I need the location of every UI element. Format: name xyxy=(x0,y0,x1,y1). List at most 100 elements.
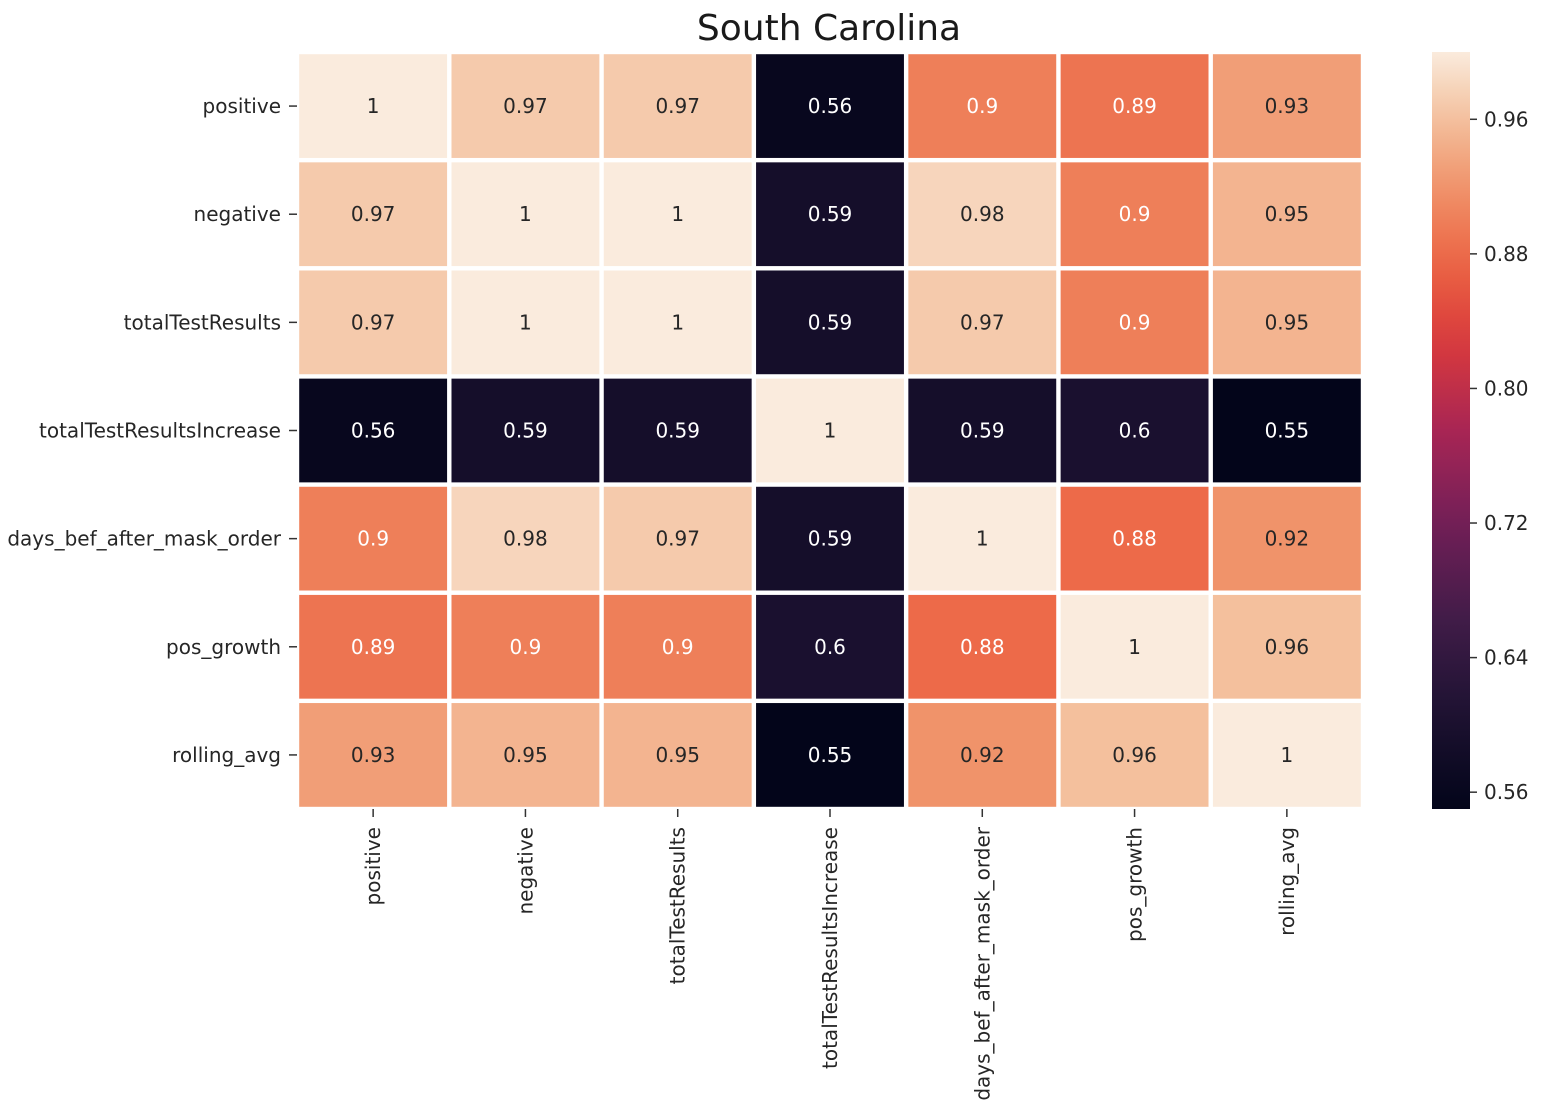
cell-value-label: 1 xyxy=(519,202,532,226)
cell-value-label: 1 xyxy=(1280,743,1293,767)
colorbar-tick-label: 0.72 xyxy=(1484,511,1529,535)
heatmap-cell xyxy=(603,594,752,699)
cell-value-label: 0.97 xyxy=(960,310,1005,334)
heatmap-cell xyxy=(1212,703,1361,807)
heatmap-cell xyxy=(1060,54,1209,158)
heatmap-cell xyxy=(299,486,448,591)
cell-value-label: 0.89 xyxy=(351,635,396,659)
heatmap-cell xyxy=(908,486,1057,591)
heatmap-cell xyxy=(1060,594,1209,699)
y-tick-label: positive xyxy=(203,94,281,118)
cell-value-label: 0.88 xyxy=(960,635,1005,659)
heatmap-cell xyxy=(756,486,904,591)
heatmap-cell xyxy=(1060,162,1209,267)
heatmap-cell xyxy=(603,378,752,483)
heatmap-cell xyxy=(1212,378,1361,483)
x-axis: positive negative totalTestResults totalTes… xyxy=(361,809,1299,1101)
cell-value-label: 0.93 xyxy=(1265,94,1310,118)
colorbar-tick-label: 0.56 xyxy=(1484,780,1529,804)
y-axis: positive negative totalTestResults totalTes… xyxy=(7,94,297,767)
heatmap-cell xyxy=(603,54,752,158)
cell-value-label: 0.97 xyxy=(351,310,396,334)
heatmap-cell xyxy=(908,594,1057,699)
heatmap-cell xyxy=(603,270,752,375)
heatmap-cell xyxy=(1212,486,1361,591)
cell-value-label: 0.96 xyxy=(1265,635,1310,659)
cell-value-label: 1 xyxy=(519,310,532,334)
cell-value-label: 0.97 xyxy=(655,527,700,551)
cell-value-label: 0.55 xyxy=(808,743,853,767)
heatmap-cell xyxy=(756,162,904,267)
cell-value-label: 1 xyxy=(367,94,380,118)
heatmap-cell xyxy=(299,270,448,375)
heatmap-cell xyxy=(603,162,752,267)
cell-value-label: 0.88 xyxy=(1112,527,1157,551)
heatmap-cell xyxy=(299,378,448,483)
heatmap-cell xyxy=(1212,270,1361,375)
heatmap-cell xyxy=(451,54,600,158)
cell-value-label: 0.92 xyxy=(960,743,1005,767)
cell-value-label: 0.59 xyxy=(503,419,548,443)
x-tick-label: pos_growth xyxy=(1123,827,1147,942)
heatmap-cell xyxy=(451,270,600,375)
heatmap-cell xyxy=(451,703,600,807)
chart-title: South Carolina xyxy=(697,8,961,49)
cell-value-label: 0.59 xyxy=(808,527,853,551)
cell-value-label: 0.59 xyxy=(808,202,853,226)
cell-value-label: 1 xyxy=(1128,635,1141,659)
colorbar-tick-label: 0.80 xyxy=(1484,376,1529,400)
cell-value-label: 0.93 xyxy=(351,743,396,767)
colorbar: 0.56 0.64 0.72 0.80 0.88 0.96 xyxy=(1432,52,1529,809)
cell-value-label: 0.97 xyxy=(655,94,700,118)
cell-value-label: 0.9 xyxy=(1119,310,1151,334)
heatmap-cell xyxy=(1212,594,1361,699)
heatmap-cell xyxy=(908,270,1057,375)
cell-value-label: 0.9 xyxy=(966,94,998,118)
cell-value-label: 0.59 xyxy=(960,419,1005,443)
y-tick-label: negative xyxy=(194,202,281,226)
heatmap-cell xyxy=(756,703,904,807)
cell-value-label: 0.9 xyxy=(1119,202,1151,226)
heatmap-cell xyxy=(1060,703,1209,807)
heatmap-cell xyxy=(1060,378,1209,483)
heatmap-cell xyxy=(756,378,904,483)
colorbar-tick-label: 0.64 xyxy=(1484,646,1529,670)
heatmap-cell xyxy=(908,378,1057,483)
heatmap-cell xyxy=(908,703,1057,807)
cell-value-label: 0.56 xyxy=(351,419,396,443)
cell-value-label: 0.95 xyxy=(655,743,700,767)
heatmap-cell xyxy=(299,703,448,807)
cell-value-label: 0.9 xyxy=(510,635,542,659)
cell-value-label: 0.97 xyxy=(351,202,396,226)
y-tick-label: pos_growth xyxy=(166,635,281,659)
cell-value-label: 0.55 xyxy=(1265,419,1310,443)
y-tick-label: days_bef_after_mask_order xyxy=(7,527,281,551)
cell-value-label: 0.95 xyxy=(1265,202,1310,226)
cell-value-label: 0.59 xyxy=(655,419,700,443)
heatmap-cell xyxy=(603,703,752,807)
cell-value-label: 0.6 xyxy=(814,635,846,659)
cell-value-label: 0.6 xyxy=(1119,419,1151,443)
cell-value-label: 0.95 xyxy=(1265,310,1310,334)
cell-value-label: 0.98 xyxy=(503,527,548,551)
x-tick-label: days_bef_after_mask_order xyxy=(970,826,994,1100)
y-tick-label: totalTestResults xyxy=(124,310,281,334)
x-tick-label: negative xyxy=(513,827,537,914)
heatmap-cell xyxy=(451,378,600,483)
heatmap-cell xyxy=(908,162,1057,267)
cell-value-label: 1 xyxy=(671,202,684,226)
heatmap-cell xyxy=(299,54,448,158)
colorbar-gradient xyxy=(1432,52,1470,809)
cell-value-label: 0.59 xyxy=(808,310,853,334)
cell-value-label: 1 xyxy=(976,527,989,551)
cell-value-label: 0.97 xyxy=(503,94,548,118)
heatmap-cell xyxy=(451,162,600,267)
cell-value-label: 1 xyxy=(824,419,837,443)
x-tick-label: rolling_avg xyxy=(1275,827,1299,936)
heatmap-cell xyxy=(756,270,904,375)
x-tick-label: totalTestResults xyxy=(666,827,690,984)
heatmap-cell xyxy=(451,594,600,699)
heatmap-cells: 1 0.97 0.97 0.56 0.9 0.89 0.93 0.97 1 1 0.59 0.98 0.… xyxy=(299,54,1361,807)
cell-value-label: 0.89 xyxy=(1112,94,1157,118)
